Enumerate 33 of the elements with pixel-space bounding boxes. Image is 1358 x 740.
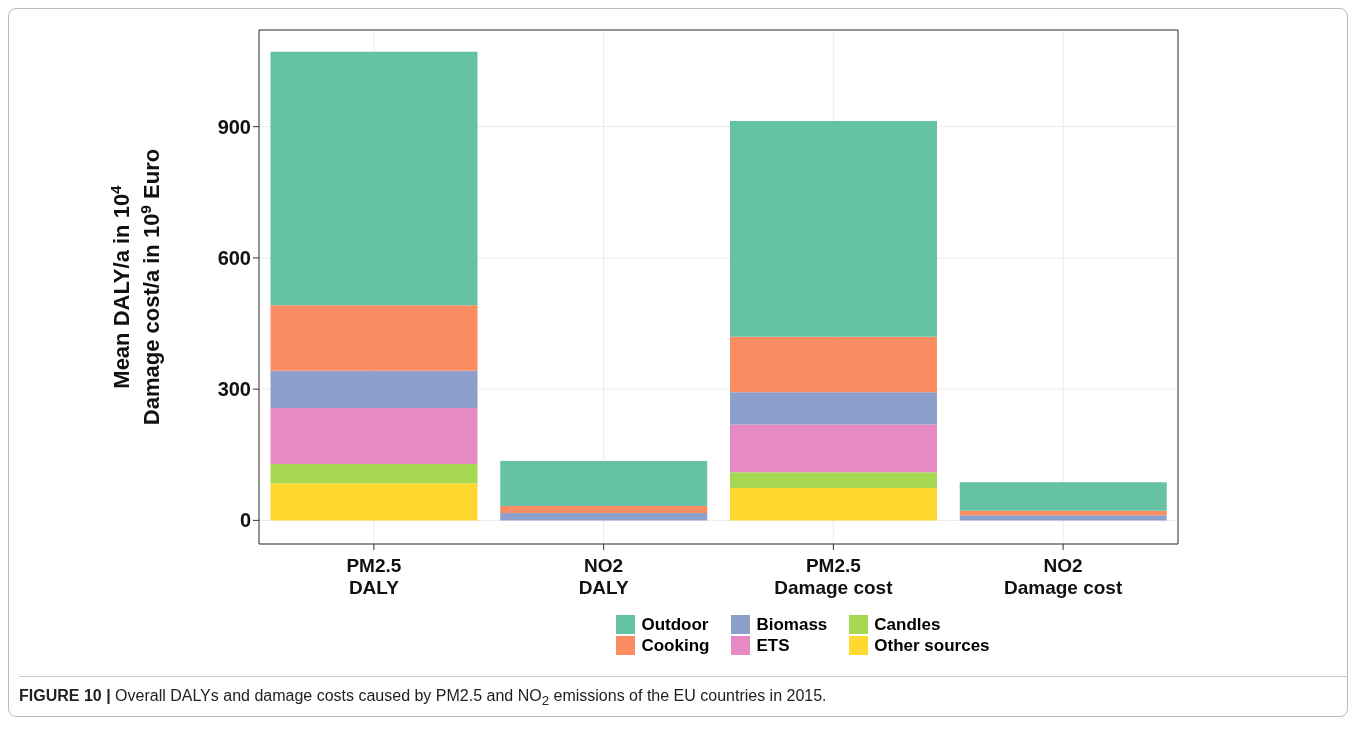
x-tick-label: PM2.5 DALY <box>346 555 402 598</box>
bar <box>270 407 478 464</box>
bar <box>270 483 478 521</box>
bar <box>729 472 937 489</box>
bar <box>500 512 708 521</box>
bar <box>500 505 708 513</box>
y-tick-label: 900 <box>217 115 251 138</box>
legend-label: Biomass <box>756 614 828 635</box>
y-tick-label: 300 <box>217 378 251 401</box>
bar <box>959 510 1167 516</box>
y-tick-label: 0 <box>239 509 251 532</box>
bar <box>959 515 1167 521</box>
bar <box>729 336 937 393</box>
bar <box>959 482 1167 511</box>
legend-label: Other sources <box>874 635 990 656</box>
caption: FIGURE 10 | Overall DALYs and damage costs caused by PM2.5 and NO$_{2}$ emissions of the EU countries in 2015. <box>19 687 827 709</box>
y-tick-label: 600 <box>217 247 251 270</box>
bar <box>270 463 478 484</box>
bar <box>729 488 937 521</box>
x-tick-label: NO2 Damage cost <box>1003 555 1123 598</box>
x-tick-label: NO2 DALY <box>578 555 629 598</box>
bar <box>500 460 708 506</box>
x-tick-label: PM2.5 Damage cost <box>774 555 894 598</box>
legend-label: Outdoor <box>641 614 709 635</box>
bar <box>270 370 478 408</box>
legend-label: Cooking <box>641 635 710 656</box>
bar <box>270 305 478 371</box>
bar <box>729 392 937 425</box>
legend-label: ETS <box>756 635 790 656</box>
bar <box>270 51 478 306</box>
bar <box>729 120 937 337</box>
legend-label: Candles <box>874 614 941 635</box>
bar <box>729 424 937 473</box>
